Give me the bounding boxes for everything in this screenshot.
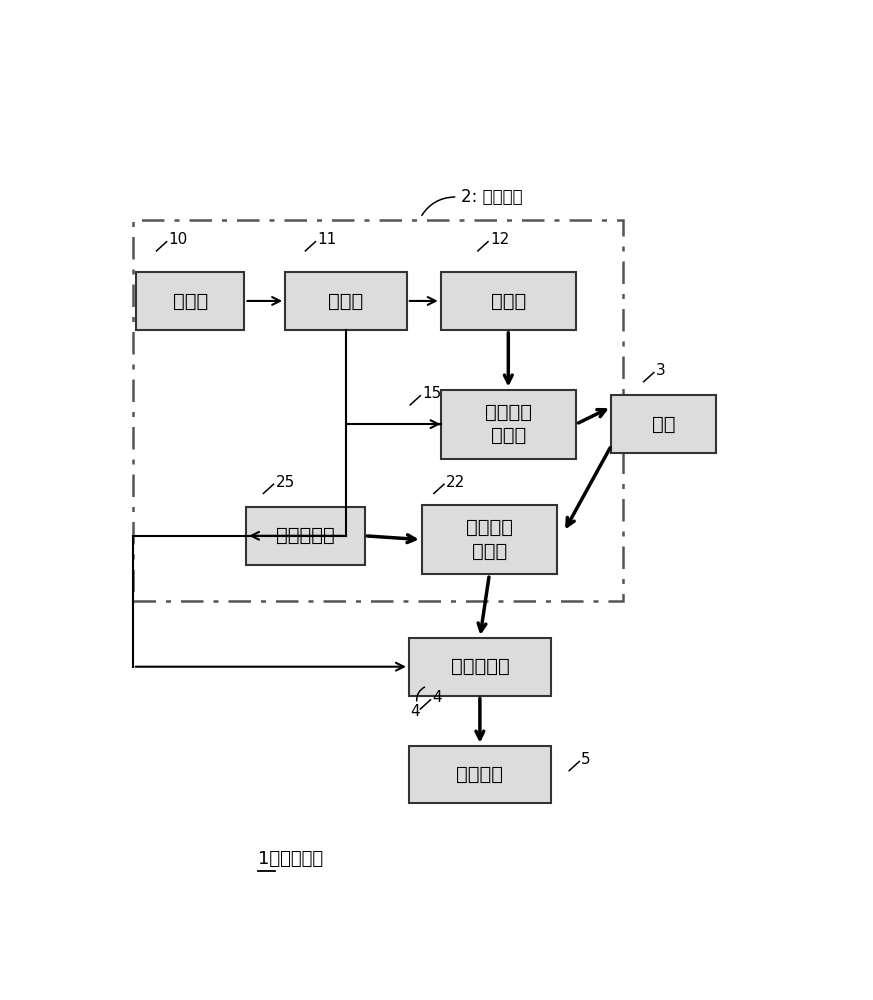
- Text: 试料: 试料: [652, 415, 676, 434]
- Text: 10: 10: [168, 232, 188, 247]
- Bar: [133, 220, 623, 601]
- Text: 太赫兹波
发生器: 太赫兹波 发生器: [485, 403, 532, 445]
- Text: 光学延迟部: 光学延迟部: [276, 526, 334, 545]
- FancyBboxPatch shape: [441, 272, 576, 330]
- Text: 11: 11: [318, 232, 337, 247]
- FancyBboxPatch shape: [611, 395, 717, 453]
- Text: 4: 4: [410, 704, 420, 719]
- Text: 12: 12: [490, 232, 509, 247]
- Text: 25: 25: [276, 475, 295, 490]
- Text: 激光器: 激光器: [173, 291, 208, 310]
- FancyBboxPatch shape: [409, 638, 551, 696]
- Text: 5: 5: [581, 752, 591, 767]
- Text: 4: 4: [432, 690, 442, 705]
- Text: 控制装置: 控制装置: [457, 765, 504, 784]
- FancyBboxPatch shape: [285, 272, 407, 330]
- Text: 3: 3: [656, 363, 665, 378]
- FancyBboxPatch shape: [136, 272, 244, 330]
- Text: 22: 22: [446, 475, 465, 490]
- FancyBboxPatch shape: [441, 390, 576, 459]
- FancyBboxPatch shape: [422, 505, 557, 574]
- Text: 锁定放大器: 锁定放大器: [450, 657, 509, 676]
- Text: 太赫兹波
检测器: 太赫兹波 检测器: [466, 518, 512, 561]
- FancyBboxPatch shape: [246, 507, 365, 565]
- Text: 1：检查装置: 1：检查装置: [258, 850, 323, 868]
- Text: 分波器: 分波器: [328, 291, 363, 310]
- Text: 2: 光学装置: 2: 光学装置: [461, 188, 523, 206]
- Text: 调制器: 调制器: [491, 291, 526, 310]
- FancyBboxPatch shape: [409, 746, 551, 803]
- Text: 15: 15: [423, 386, 442, 401]
